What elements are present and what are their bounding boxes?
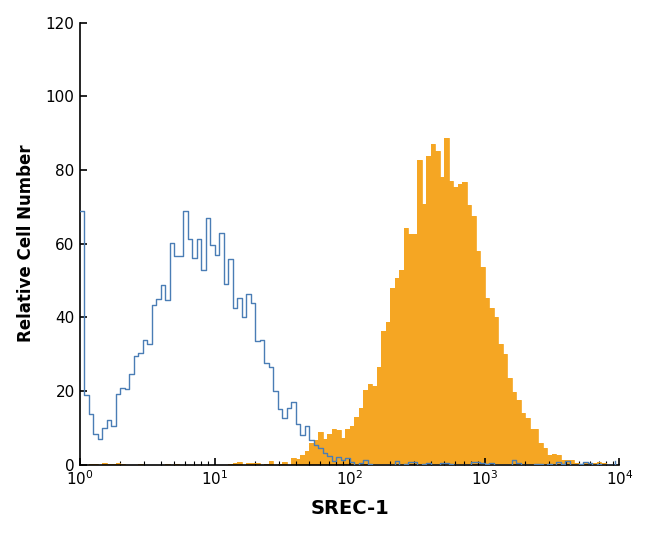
Y-axis label: Relative Cell Number: Relative Cell Number	[17, 145, 34, 342]
X-axis label: SREC-1: SREC-1	[310, 499, 389, 518]
